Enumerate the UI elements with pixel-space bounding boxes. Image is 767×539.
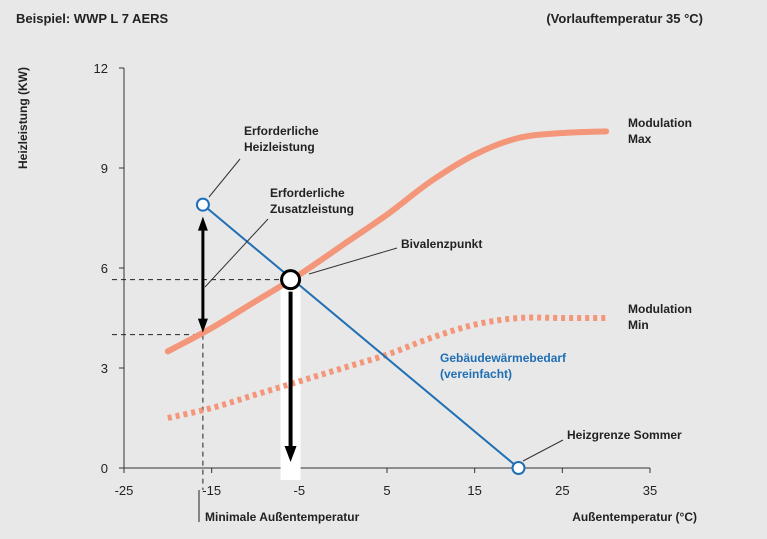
leader-heizleistung bbox=[208, 158, 241, 198]
heating-limit-marker bbox=[511, 461, 526, 475]
x-tick-label: 5 bbox=[383, 483, 390, 498]
bivalence-down-arrow-head bbox=[284, 446, 297, 462]
x-tick-label: -25 bbox=[115, 483, 134, 498]
y-axis-label: Heizleistung (KW) bbox=[16, 67, 30, 169]
y-tick-label: 12 bbox=[94, 61, 108, 76]
series-modulation-min bbox=[167, 314, 607, 421]
legend-modulation-min: Modulation Min bbox=[628, 302, 695, 332]
x-axis-label: Außentemperatur (°C) bbox=[572, 510, 697, 524]
legend-modulation-max: Modulation Max bbox=[628, 116, 695, 146]
bivalence-point-marker bbox=[280, 269, 302, 291]
min-temp-label: Minimale Außentemperatur bbox=[205, 510, 360, 524]
annotation-bivalenzpunkt: Bivalenzpunkt bbox=[401, 237, 482, 251]
series-modulation-max bbox=[164, 128, 610, 355]
leader-heizgrenze bbox=[522, 439, 564, 462]
y-tick-group: 0 3 6 9 12 bbox=[94, 61, 124, 476]
legend-demand: Gebäudewärmebedarf (vereinfacht) bbox=[440, 351, 569, 381]
x-tick-label: -15 bbox=[202, 483, 221, 498]
x-tick-label: -5 bbox=[294, 483, 306, 498]
header-right-label: (Vorlauftemperatur 35 °C) bbox=[546, 11, 703, 26]
x-tick-label: 15 bbox=[467, 483, 481, 498]
y-tick-label: 6 bbox=[101, 261, 108, 276]
x-tick-label: 35 bbox=[643, 483, 657, 498]
leader-bivalenzpunkt bbox=[308, 247, 398, 275]
y-tick-label: 0 bbox=[101, 461, 108, 476]
design-point-marker bbox=[195, 197, 210, 212]
y-tick-label: 9 bbox=[101, 161, 108, 176]
x-tick-group: -25 -15 -5 5 15 25 35 bbox=[115, 468, 657, 498]
leader-zusatzleistung bbox=[204, 218, 269, 288]
series-demand bbox=[202, 203, 520, 469]
supplementary-arrow-head-bottom bbox=[197, 318, 208, 333]
header-left-label: Beispiel: WWP L 7 AERS bbox=[16, 11, 169, 26]
supplementary-arrow-head-top bbox=[197, 216, 208, 231]
x-tick-label: 25 bbox=[555, 483, 569, 498]
annotation-heizleistung: Erforderliche Heizleistung bbox=[244, 124, 322, 154]
annotation-zusatzleistung: Erforderliche Zusatzleistung bbox=[270, 186, 354, 216]
y-tick-label: 3 bbox=[101, 361, 108, 376]
annotation-heizgrenze: Heizgrenze Sommer bbox=[567, 428, 682, 442]
